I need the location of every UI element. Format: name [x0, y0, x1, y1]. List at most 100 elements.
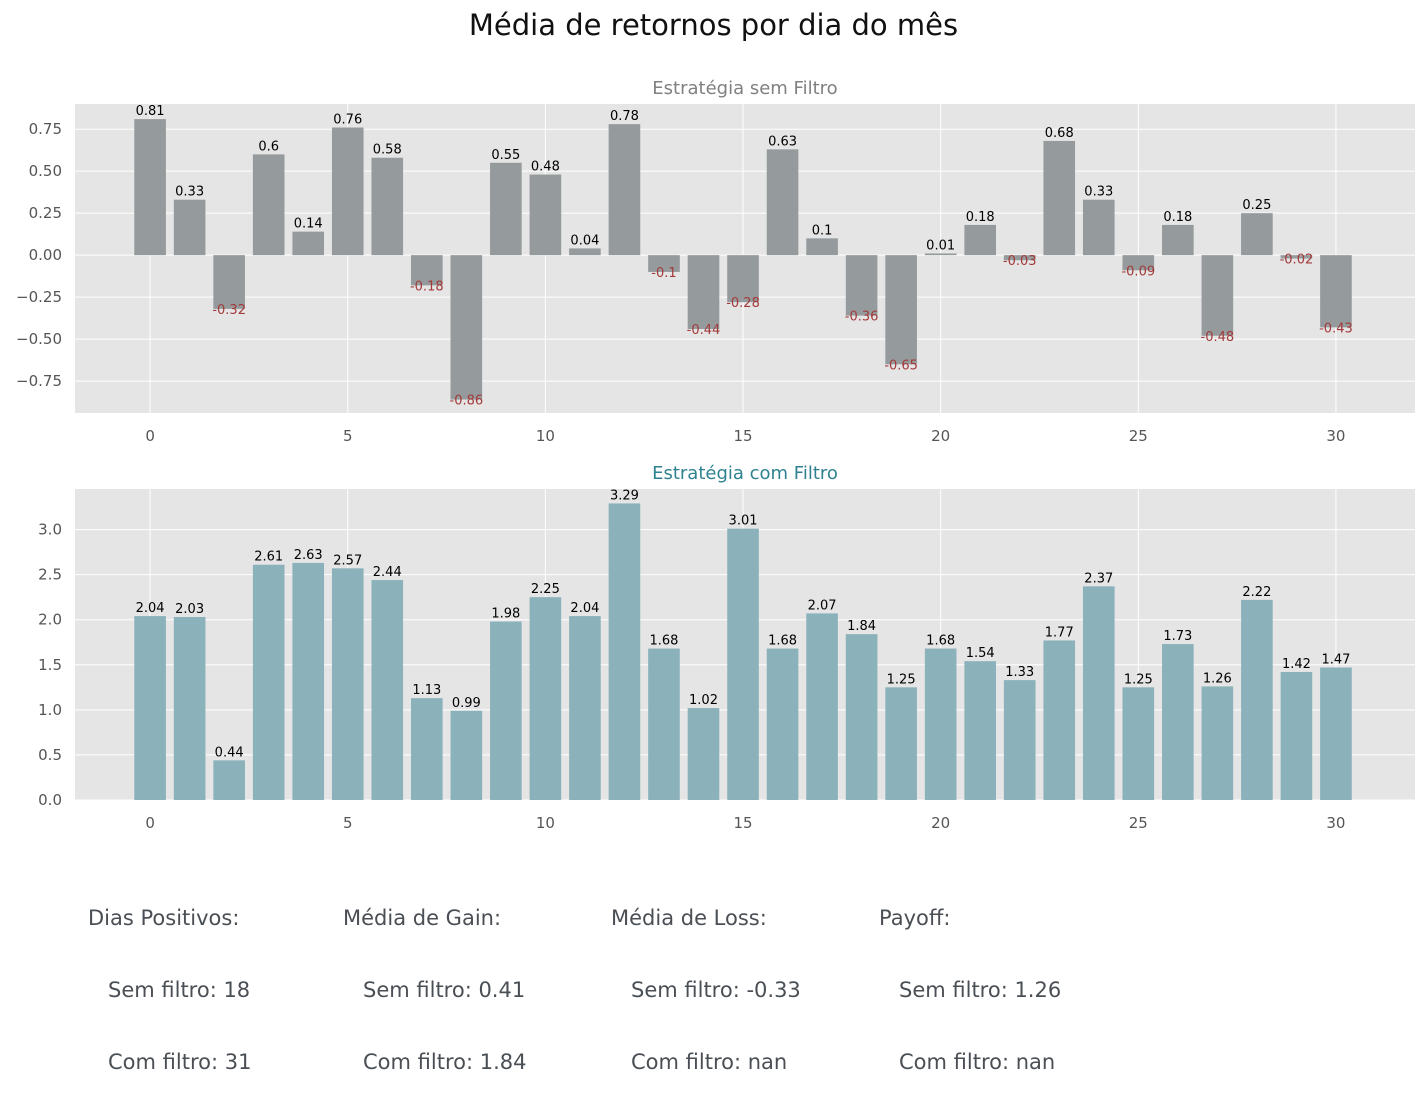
- bar: [766, 149, 799, 256]
- stats-sem-filtro: Sem filtro: 1.26: [899, 978, 1062, 1002]
- bar-value-label: -0.36: [845, 310, 879, 325]
- bar: [964, 661, 997, 800]
- bar-value-label: -0.09: [1121, 264, 1155, 279]
- bar-value-label: 1.73: [1163, 629, 1192, 644]
- bar: [1162, 644, 1194, 800]
- bar: [1003, 255, 1036, 261]
- bar-value-label: -0.44: [687, 323, 721, 338]
- bar-value-label: 1.54: [966, 646, 995, 661]
- y-tick-label: −0.25: [16, 288, 62, 306]
- x-tick-label: 15: [733, 814, 752, 832]
- x-tick-label: 25: [1129, 814, 1148, 832]
- bar: [173, 617, 206, 800]
- bar: [529, 174, 562, 256]
- bar: [806, 613, 838, 800]
- bar-value-label: 1.42: [1282, 657, 1311, 672]
- bar: [134, 119, 166, 256]
- bar-value-label: 0.55: [491, 148, 520, 163]
- bar: [213, 760, 245, 800]
- bar: [885, 687, 917, 800]
- figure-title: Média de retornos por dia do mês: [468, 8, 959, 42]
- bar: [1320, 667, 1352, 800]
- bar: [924, 648, 957, 800]
- bar-value-label: -0.1: [651, 266, 676, 281]
- bar-value-label: 0.6: [258, 139, 279, 154]
- x-tick-label: 5: [343, 427, 353, 445]
- stats-heading: Média de Loss:: [611, 906, 767, 930]
- y-tick-label: 2.5: [38, 566, 62, 584]
- y-tick-label: 3.0: [38, 521, 62, 539]
- bar: [252, 564, 285, 800]
- bar: [1280, 255, 1313, 259]
- y-tick-label: 0.00: [29, 246, 62, 264]
- bar: [569, 616, 601, 800]
- x-tick-label: 30: [1326, 427, 1345, 445]
- bar: [331, 127, 364, 256]
- y-tick-label: 0.5: [38, 746, 62, 764]
- bar-value-label: 2.61: [254, 550, 283, 565]
- bar: [450, 710, 483, 800]
- bar: [410, 698, 443, 800]
- subplot-title-com-filtro: Estratégia com Filtro: [652, 463, 838, 484]
- bar-value-label: 2.44: [373, 565, 402, 580]
- x-tick-label: 15: [733, 427, 752, 445]
- bar: [1320, 255, 1352, 328]
- bar-value-label: 1.02: [689, 693, 718, 708]
- stats-com-filtro: Com filtro: 1.84: [363, 1050, 527, 1074]
- bar: [727, 255, 759, 303]
- bar: [885, 255, 917, 365]
- bar-value-label: 1.68: [649, 634, 678, 649]
- bar-value-label: 0.1: [812, 223, 833, 238]
- stats-sem-filtro: Sem filtro: 18: [108, 978, 251, 1002]
- bar-value-label: 0.44: [215, 745, 244, 760]
- stats-heading: Payoff:: [879, 906, 951, 930]
- bar-value-label: 2.57: [333, 553, 362, 568]
- bar: [727, 528, 759, 800]
- bar: [648, 648, 680, 800]
- bar: [331, 568, 364, 800]
- bar-value-label: 0.78: [610, 109, 639, 124]
- bar: [924, 253, 957, 256]
- bar-value-label: 1.26: [1203, 671, 1232, 686]
- x-tick-label: 10: [536, 814, 555, 832]
- bar-value-label: 2.03: [175, 602, 204, 617]
- bar: [1162, 224, 1194, 256]
- bar: [134, 616, 166, 800]
- bar-value-label: 0.33: [1084, 185, 1113, 200]
- bar: [845, 634, 878, 800]
- y-tick-label: −0.75: [16, 372, 62, 390]
- bar: [292, 562, 325, 800]
- stats-sem-filtro: Sem filtro: -0.33: [631, 978, 801, 1002]
- bar-value-label: 1.33: [1005, 665, 1034, 680]
- x-tick-label: 0: [145, 814, 155, 832]
- bar-value-label: 2.22: [1242, 585, 1271, 600]
- bar-value-label: 3.01: [729, 514, 758, 529]
- bar-value-label: 2.04: [570, 601, 599, 616]
- bar: [964, 224, 997, 256]
- bar-value-label: -0.32: [212, 303, 246, 318]
- bar-value-label: 1.77: [1045, 625, 1074, 640]
- bar: [766, 648, 799, 800]
- bar: [410, 255, 443, 286]
- bar-value-label: 1.13: [412, 683, 441, 698]
- bar: [450, 255, 483, 400]
- bar-value-label: 0.14: [294, 217, 323, 232]
- bar-value-label: 0.63: [768, 134, 797, 149]
- bar: [1043, 140, 1076, 256]
- stats-media-gain: Média de Gain: Sem filtro: 0.41 Com filt…: [343, 858, 526, 1098]
- stats-media-loss: Média de Loss: Sem filtro: -0.33 Com fil…: [611, 858, 801, 1098]
- bar-value-label: 0.01: [926, 238, 955, 253]
- bar-value-label: 2.63: [294, 548, 323, 563]
- bar: [529, 597, 562, 800]
- bar: [1201, 686, 1234, 800]
- bar: [687, 708, 720, 800]
- bar: [845, 255, 878, 316]
- stats-heading: Dias Positivos:: [88, 906, 240, 930]
- y-tick-label: 0.75: [29, 120, 62, 138]
- bar-value-label: 1.25: [887, 672, 916, 687]
- bar-value-label: -0.65: [884, 358, 918, 373]
- stats-com-filtro: Com filtro: 31: [108, 1050, 252, 1074]
- bar: [1082, 199, 1115, 256]
- x-tick-label: 0: [145, 427, 155, 445]
- bar-value-label: 0.33: [175, 185, 204, 200]
